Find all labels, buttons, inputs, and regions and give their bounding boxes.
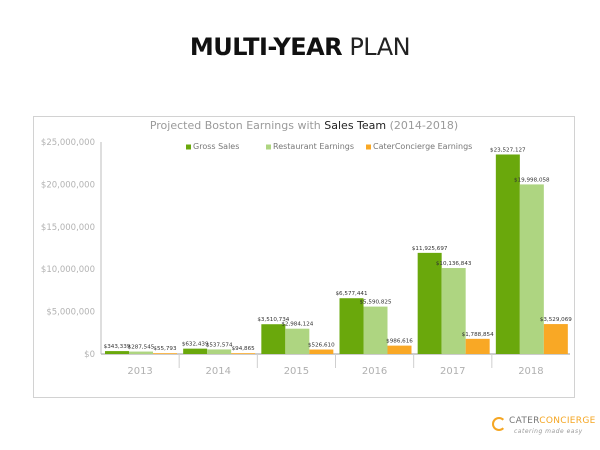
- data-label: $5,590,825: [359, 300, 391, 306]
- data-label: $10,136,843: [436, 261, 472, 267]
- logo-name-a: CATER: [509, 416, 540, 426]
- page-title-light: PLAN: [349, 33, 411, 61]
- legend-swatch: [366, 144, 371, 150]
- bar: [285, 328, 310, 354]
- data-label: $986,616: [386, 339, 413, 345]
- logo-name: CATERCONCIERGE: [509, 416, 596, 426]
- data-label: $23,527,127: [490, 147, 526, 153]
- chart-title-bold: Sales Team: [324, 119, 386, 132]
- y-tick-label: $20,000,000: [41, 180, 95, 190]
- bar: [261, 324, 286, 354]
- x-tick-label: 2016: [362, 366, 387, 377]
- data-label: $343,339: [104, 344, 131, 350]
- bar: [543, 324, 568, 354]
- y-tick-label: $25,000,000: [41, 138, 95, 148]
- data-label: $11,925,697: [412, 246, 448, 252]
- logo-mark-icon: [492, 417, 506, 431]
- legend-swatch: [266, 144, 271, 150]
- bar: [339, 298, 364, 354]
- x-tick-label: 2018: [518, 366, 543, 377]
- chart-title: Projected Boston Earnings with Sales Tea…: [150, 119, 458, 132]
- company-logo: CATERCONCIERGE catering made easy: [492, 415, 595, 439]
- x-tick-label: 2017: [440, 366, 465, 377]
- y-tick-label: $0: [84, 350, 95, 360]
- bar: [387, 345, 412, 354]
- data-label: $526,610: [308, 343, 335, 349]
- y-tick-label: $15,000,000: [41, 223, 95, 233]
- data-label: $94,865: [232, 346, 256, 352]
- data-label: $19,998,058: [514, 177, 550, 183]
- data-label: $55,793: [153, 346, 177, 352]
- bar: [231, 353, 256, 354]
- logo-tagline: catering made easy: [514, 428, 583, 435]
- y-tick-label: $10,000,000: [41, 265, 95, 275]
- data-label: $287,545: [128, 345, 155, 351]
- logo-name-b: CONCIERGE: [539, 416, 596, 426]
- bar: [417, 252, 442, 354]
- legend-label: Gross Sales: [193, 142, 239, 151]
- data-label: $3,510,734: [257, 317, 289, 323]
- bar: [153, 353, 177, 354]
- data-label: $632,439: [182, 342, 209, 348]
- page-title: MULTI-YEAR PLAN: [0, 33, 600, 61]
- bar: [441, 268, 466, 354]
- x-tick-label: 2014: [206, 366, 231, 377]
- bar: [129, 351, 153, 354]
- earnings-bar-chart: Projected Boston Earnings with Sales Tea…: [41, 119, 572, 377]
- data-label: $6,577,441: [335, 291, 367, 297]
- bar: [183, 348, 208, 354]
- x-tick-label: 2015: [284, 366, 309, 377]
- bar: [465, 338, 490, 354]
- bar: [105, 351, 129, 354]
- page-title-bold: MULTI-YEAR: [189, 33, 343, 61]
- data-label: $2,984,124: [281, 322, 313, 328]
- data-label: $537,574: [206, 342, 233, 348]
- bar: [207, 349, 232, 354]
- y-tick-label: $5,000,000: [46, 308, 95, 318]
- chart-title-suffix: (2014-2018): [386, 119, 458, 132]
- bar: [519, 184, 544, 354]
- legend-swatch: [186, 144, 191, 150]
- bar: [363, 306, 388, 354]
- data-label: $1,788,854: [462, 332, 494, 338]
- legend-label: Restaurant Earnings: [273, 142, 354, 151]
- data-label: $3,529,069: [540, 317, 572, 323]
- bar: [309, 349, 334, 354]
- chart-panel: Projected Boston Earnings with Sales Tea…: [33, 116, 575, 398]
- bar: [495, 154, 520, 354]
- chart-title-prefix: Projected Boston Earnings with: [150, 119, 324, 132]
- x-tick-label: 2013: [127, 366, 152, 377]
- legend-label: CaterConcierge Earnings: [373, 142, 472, 151]
